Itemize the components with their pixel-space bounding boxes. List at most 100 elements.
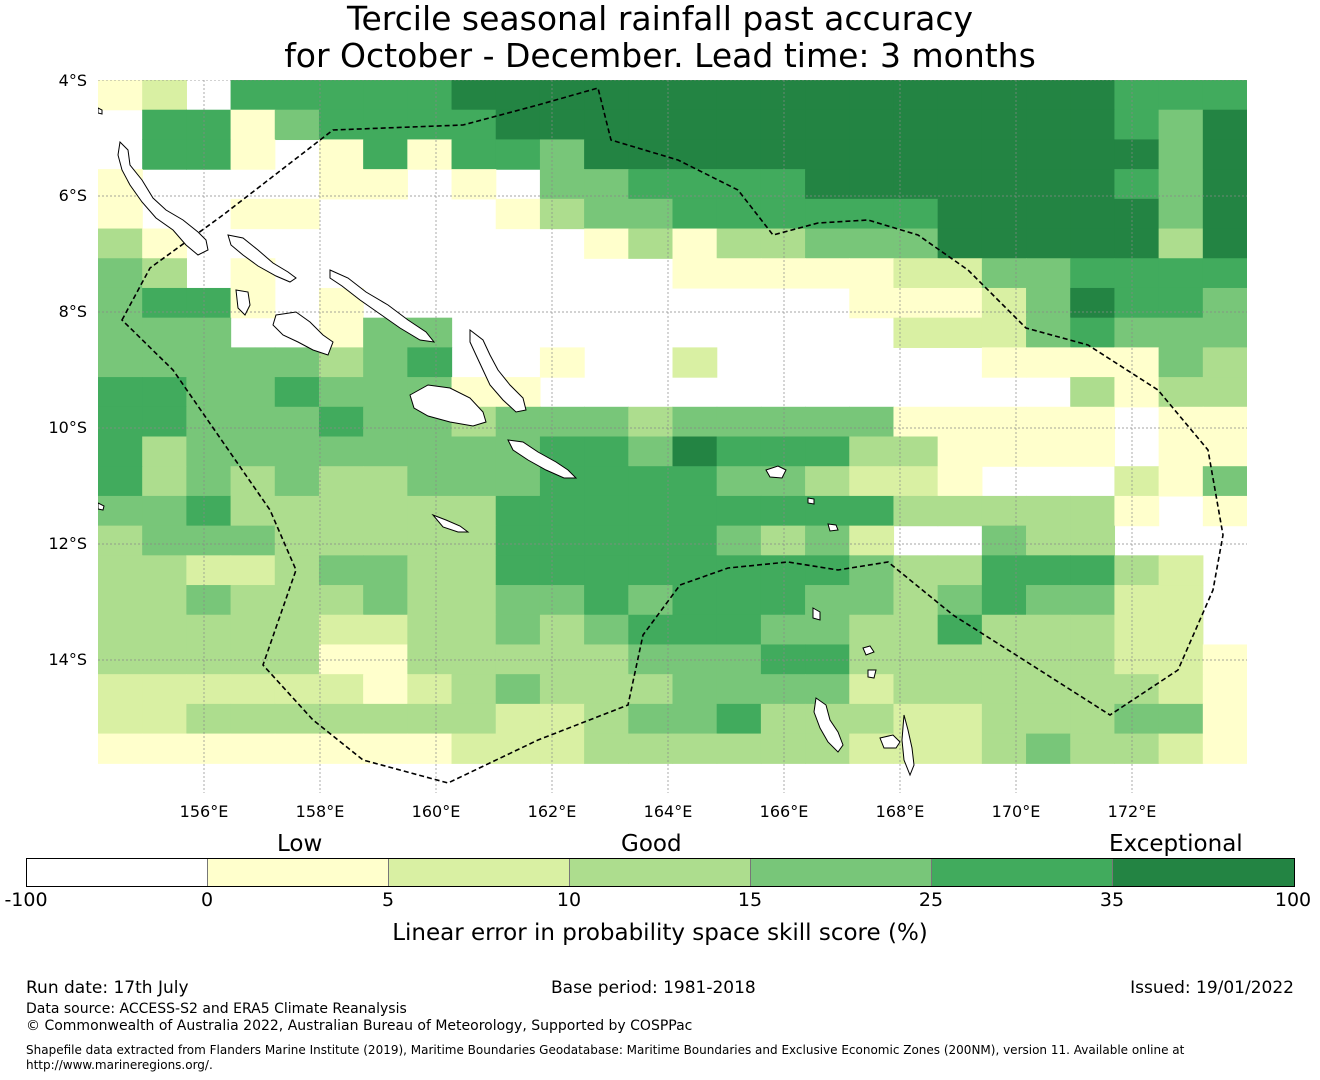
- skill-cell: [1158, 317, 1204, 348]
- colorbar-tick-label: 5: [381, 889, 395, 911]
- skill-cell: [539, 674, 585, 705]
- skill-cell: [937, 644, 983, 675]
- skill-cell: [937, 703, 983, 735]
- skill-cell: [186, 377, 232, 408]
- skill-cell: [716, 80, 762, 111]
- skill-cell: [142, 347, 187, 378]
- skill-cell: [937, 733, 983, 764]
- torres-banks-coast: [812, 607, 877, 679]
- skill-cell: [760, 436, 806, 467]
- skill-cell: [98, 495, 143, 527]
- skill-cell: [584, 733, 629, 764]
- skill-cell: [451, 733, 497, 764]
- skill-cell: [981, 80, 1027, 111]
- skill-cell: [98, 644, 143, 675]
- skill-cell: [98, 703, 143, 735]
- skill-cell: [230, 109, 276, 141]
- skill-cell: [1158, 228, 1204, 259]
- skill-cell: [539, 347, 585, 378]
- skill-cell: [1114, 466, 1160, 497]
- skill-cell: [981, 139, 1027, 170]
- skill-cell: [1202, 406, 1247, 438]
- skill-cell: [1070, 80, 1116, 111]
- skill-cell: [672, 228, 718, 259]
- skill-cell: [186, 614, 232, 646]
- skill-cell: [760, 406, 806, 438]
- skill-cell: [274, 644, 320, 675]
- skill-cell: [805, 228, 850, 259]
- skill-cell: [1158, 377, 1204, 408]
- skill-cell: [805, 80, 850, 111]
- skill-cell: [451, 109, 497, 141]
- skill-cell: [1202, 436, 1247, 467]
- skill-cell: [805, 614, 850, 646]
- skill-cell: [98, 436, 143, 467]
- skill-cell: [760, 733, 806, 764]
- skill-cell: [1026, 555, 1071, 586]
- skill-cell: [98, 287, 143, 319]
- skill-cell: [230, 674, 276, 705]
- skill-cell: [539, 80, 585, 111]
- skill-cell: [142, 258, 187, 289]
- skill-cell: [716, 585, 762, 616]
- skill-cell: [363, 466, 408, 497]
- skill-cell: [495, 139, 541, 170]
- skill-cell: [318, 109, 364, 141]
- skill-cell: [451, 466, 497, 497]
- skill-cell: [760, 703, 806, 735]
- skill-cell: [363, 347, 408, 378]
- skill-cell: [1026, 406, 1071, 438]
- skill-cell: [584, 644, 629, 675]
- skill-cell: [451, 436, 497, 467]
- lat-label-6s: 6°S: [58, 186, 87, 205]
- skill-cell: [274, 674, 320, 705]
- skill-cell: [230, 377, 276, 408]
- colorbar-tick-label: 100: [1274, 889, 1312, 911]
- skill-cell: [274, 436, 320, 467]
- skill-cell: [495, 644, 541, 675]
- skill-cell: [1158, 258, 1204, 289]
- skill-cell: [98, 585, 143, 616]
- skill-cell: [716, 169, 762, 200]
- skill-cell: [318, 466, 364, 497]
- skill-cell: [805, 466, 850, 497]
- skill-cell: [1070, 287, 1116, 319]
- skill-cell: [760, 614, 806, 646]
- skill-cell: [1026, 317, 1071, 348]
- skill-cell: [981, 228, 1027, 259]
- skill-cell: [584, 228, 629, 259]
- skill-cell: [893, 555, 939, 586]
- skill-cell: [142, 406, 187, 438]
- skill-cell: [981, 703, 1027, 735]
- skill-cell: [893, 317, 939, 348]
- skill-cell: [1114, 169, 1160, 200]
- skill-cell: [760, 198, 806, 230]
- skill-cell: [1070, 555, 1116, 586]
- skill-cell: [230, 436, 276, 467]
- skill-cell: [893, 644, 939, 675]
- skill-cell: [1114, 674, 1160, 705]
- skill-cell: [628, 169, 674, 200]
- skill-cell: [716, 733, 762, 764]
- lon-label-162e: 162°E: [527, 802, 577, 821]
- skill-cell: [628, 436, 674, 467]
- lon-label-166e: 166°E: [759, 802, 809, 821]
- skill-cell: [672, 733, 718, 764]
- skill-cell: [363, 674, 408, 705]
- skill-cell: [230, 555, 276, 586]
- skill-cell: [672, 674, 718, 705]
- skill-cell: [274, 733, 320, 764]
- skill-cell: [672, 169, 718, 200]
- skill-cell: [584, 436, 629, 467]
- skill-cell: [142, 703, 187, 735]
- skill-cell: [318, 377, 364, 408]
- skill-cell: [1114, 733, 1160, 764]
- skill-cell: [407, 585, 453, 616]
- skill-cell: [981, 614, 1027, 646]
- skill-cell: [274, 555, 320, 586]
- colorbar-segment-5: [751, 859, 932, 886]
- skill-cell: [186, 674, 232, 705]
- skill-cell: [495, 703, 541, 735]
- skill-cell: [274, 495, 320, 527]
- colorbar-frame: [26, 858, 1295, 887]
